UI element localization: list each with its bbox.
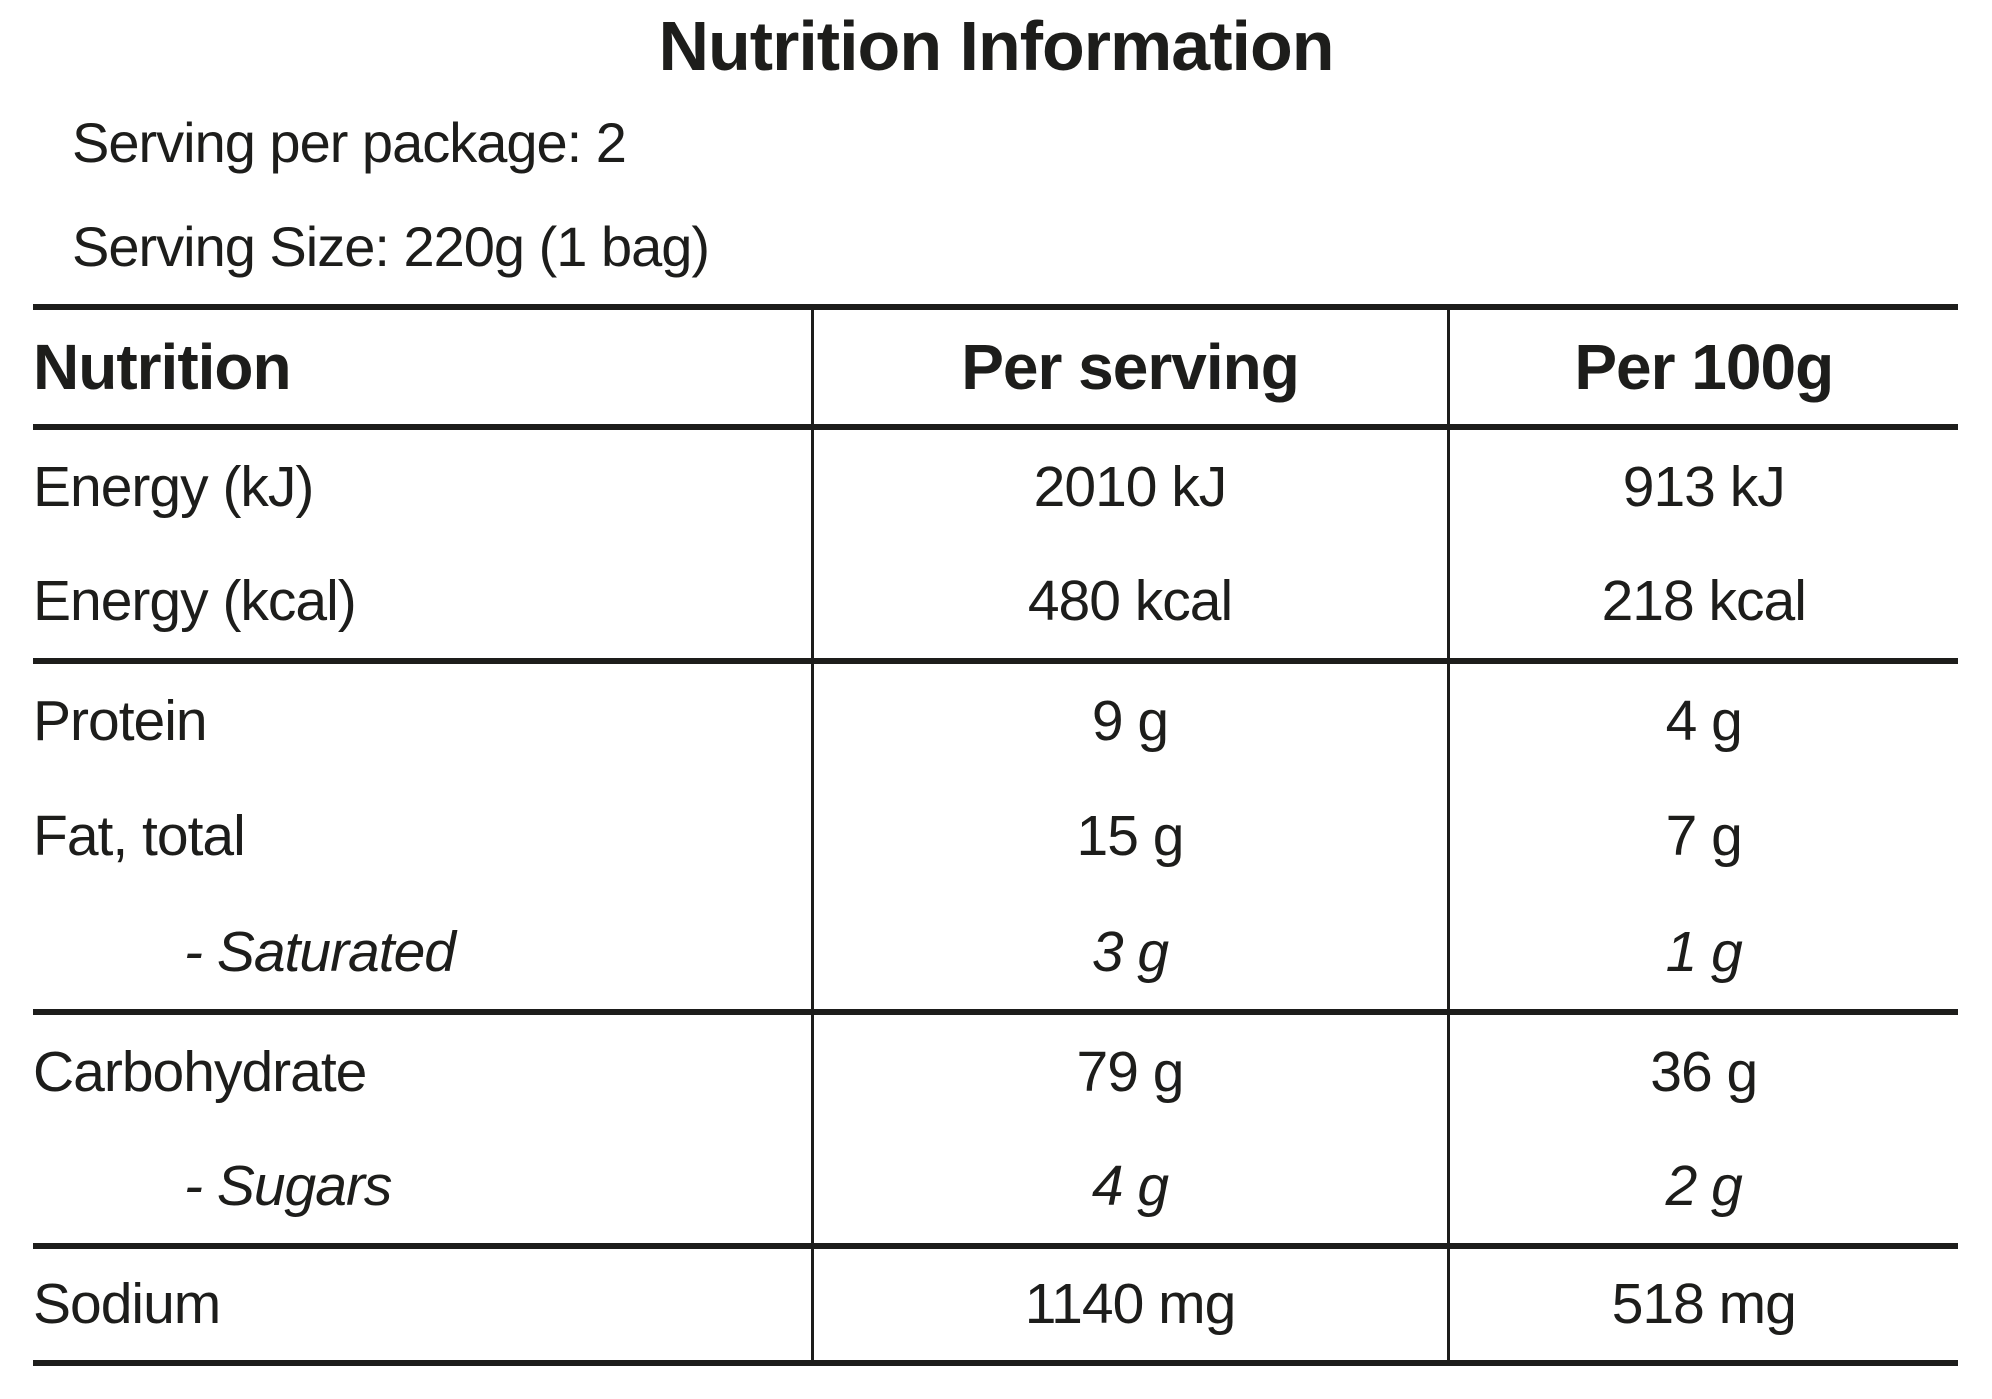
column-header-per-100g: Per 100g (1448, 303, 1958, 427)
per-serving-value: 79 g (810, 1008, 1450, 1129)
per-serving-value: 3 g (810, 894, 1450, 1012)
nutrient-label: Carbohydrate (33, 1008, 812, 1129)
per-100g-value: 913 kJ (1448, 423, 1958, 544)
per-serving-value: 480 kcal (810, 543, 1450, 661)
nutrient-label: Sodium (33, 1242, 812, 1366)
nutrient-label: Fat, total (33, 804, 246, 869)
serving-size-line: Serving Size: 220g (1 bag) (72, 215, 710, 279)
page-title: Nutrition Information (658, 7, 1334, 85)
row-protein: Protein 9 g 4 g (33, 657, 1958, 778)
per-100g-value: 1 g (1665, 919, 1743, 984)
per-100g-value: 7 g (1665, 804, 1743, 869)
per-serving-value: 15 g (810, 777, 1450, 895)
nutrient-label: - Sugars (184, 1153, 392, 1218)
per-serving-value: 1140 mg (810, 1242, 1450, 1366)
column-header-nutrition: Nutrition (33, 303, 812, 427)
nutrient-label: Protein (33, 657, 812, 778)
row-sugars: - Sugars 4 g 2 g (33, 1128, 1958, 1246)
per-serving-value: 2010 kJ (810, 423, 1450, 544)
per-serving-value: 9 g (810, 657, 1450, 778)
per-100g-value: 36 g (1448, 1008, 1958, 1129)
table-header-row: Nutrition Per serving Per 100g (33, 303, 1958, 427)
row-carbohydrate: Carbohydrate 79 g 36 g (33, 1008, 1958, 1129)
row-fat-total: Fat, total 15 g 7 g (33, 777, 1958, 895)
nutrient-label: Energy (kJ) (33, 423, 812, 544)
row-energy-kcal: Energy (kcal) 480 kcal 218 kcal (33, 543, 1958, 661)
nutrition-table: Nutrition Per serving Per 100g Energy (k… (33, 303, 1958, 1366)
per-100g-value: 4 g (1448, 657, 1958, 778)
per-100g-value: 518 mg (1448, 1242, 1958, 1366)
row-energy-kj: Energy (kJ) 2010 kJ 913 kJ (33, 423, 1958, 544)
nutrient-label: - Saturated (184, 919, 456, 984)
per-serving-value: 4 g (810, 1128, 1450, 1246)
row-saturated-fat: - Saturated 3 g 1 g (33, 894, 1958, 1012)
per-100g-value: 2 g (1665, 1153, 1743, 1218)
row-sodium: Sodium 1140 mg 518 mg (33, 1242, 1958, 1366)
per-100g-value: 218 kcal (1601, 568, 1807, 633)
nutrient-label: Energy (kcal) (33, 568, 357, 633)
column-header-per-serving: Per serving (810, 303, 1450, 427)
serving-per-package-line: Serving per package: 2 (72, 111, 627, 174)
